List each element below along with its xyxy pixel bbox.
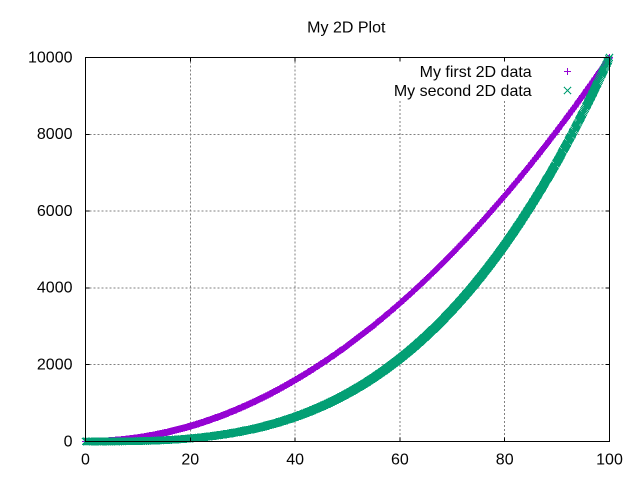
svg-text:0: 0 (81, 452, 90, 469)
svg-text:My 2D Plot: My 2D Plot (307, 19, 386, 36)
svg-text:0: 0 (64, 433, 73, 450)
svg-text:80: 80 (496, 452, 514, 469)
svg-text:100: 100 (596, 452, 623, 469)
svg-text:2000: 2000 (37, 357, 73, 374)
svg-text:4000: 4000 (37, 280, 73, 297)
svg-text:8000: 8000 (37, 126, 73, 143)
svg-text:My first 2D data: My first 2D data (420, 64, 532, 81)
svg-text:6000: 6000 (37, 203, 73, 220)
svg-text:10000: 10000 (28, 49, 73, 66)
svg-text:60: 60 (391, 452, 409, 469)
svg-text:My second 2D data: My second 2D data (394, 83, 532, 100)
svg-text:40: 40 (286, 452, 304, 469)
svg-text:20: 20 (181, 452, 199, 469)
